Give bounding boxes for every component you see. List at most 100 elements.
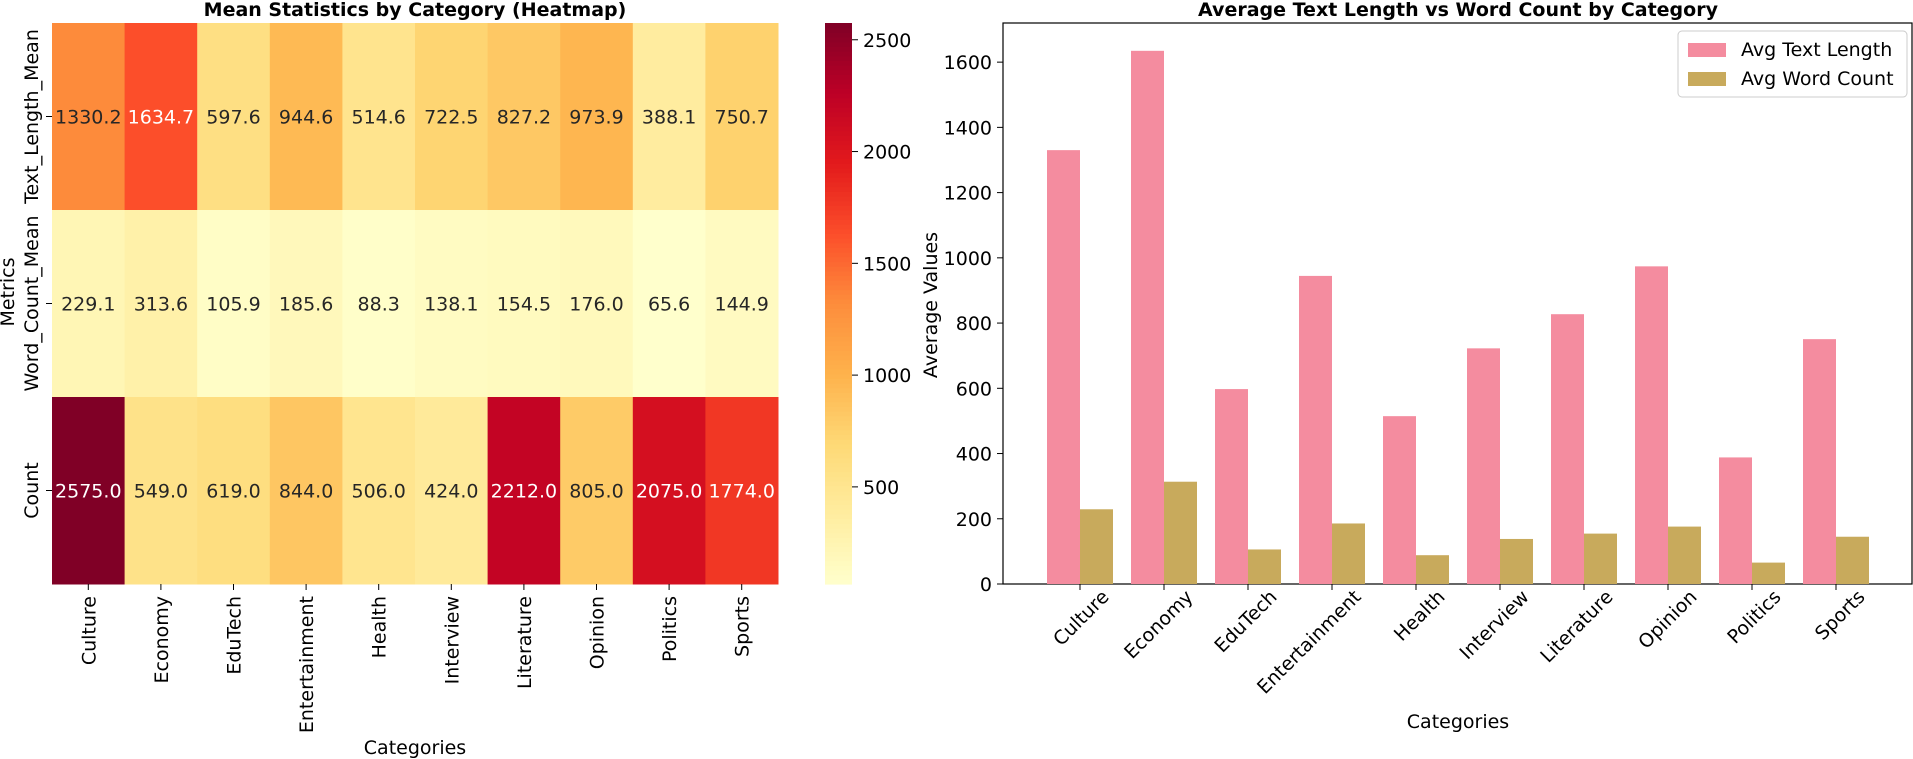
bar-x-tick-label-health: Health (1390, 586, 1450, 646)
heatmap-cell-label-word-count-mean-interview: 138.1 (424, 294, 478, 316)
colorbar-segment (825, 541, 852, 548)
colorbar-tick-label-1000: 1000 (863, 365, 911, 387)
colorbar-segment (825, 27, 852, 33)
legend-swatch-avg-word-count (1688, 72, 1726, 86)
heatmap-cell-text-length-mean-sports (705, 23, 779, 211)
colorbar-segment (825, 228, 852, 234)
heatmap-cell-text-length-mean-culture (52, 23, 126, 211)
heatmap-cell-label-count-literature: 2212.0 (491, 481, 557, 503)
colorbar-segment (825, 83, 852, 90)
bar-avg-text-length-edutech (1215, 389, 1248, 584)
colorbar-segment (825, 125, 852, 132)
heatmap-cell-label-count-edutech: 619.0 (206, 481, 260, 503)
bar-y-tick-label-200: 200 (956, 509, 992, 531)
colorbar-segment (825, 425, 852, 431)
colorbar-segment (825, 322, 852, 328)
heatmap-cell-label-text-length-mean-opinion: 973.9 (569, 107, 623, 129)
colorbar-segment (825, 382, 852, 389)
colorbar-segment (825, 79, 852, 85)
bar-y-tick-label-1200: 1200 (944, 183, 992, 205)
bar-y-tick-label-1000: 1000 (944, 248, 992, 270)
bar-y-tick-label-600: 600 (956, 378, 992, 400)
colorbar-segment (825, 242, 852, 248)
legend-label-avg-word-count: Avg Word Count (1741, 68, 1894, 90)
heatmap-cell-label-text-length-mean-sports: 750.7 (714, 107, 768, 129)
colorbar-segment (825, 303, 852, 309)
colorbar-segment (825, 312, 852, 319)
bar-avg-text-length-entertainment (1299, 275, 1332, 584)
heatmap-row-label-text-length-mean: Text_Length_Mean (21, 29, 43, 205)
heatmap-cell-label-word-count-mean-entertainment: 185.6 (279, 294, 333, 316)
heatmap-col-label-interview: Interview (441, 596, 463, 684)
colorbar-segment (825, 350, 852, 356)
bar-x-tick-label-edutech: EduTech (1210, 586, 1281, 657)
colorbar-segment (825, 153, 852, 160)
colorbar-segment (825, 280, 852, 286)
colorbar-segment (825, 214, 852, 220)
bar-chart-y-axis-label: Average Values (920, 232, 942, 378)
bar-avg-word-count-politics (1752, 562, 1785, 584)
heatmap-x-axis-label: Categories (364, 737, 466, 759)
heatmap-cell-word-count-mean-economy (124, 210, 198, 398)
colorbar-segment (825, 354, 852, 361)
colorbar-segment (825, 509, 852, 515)
bar-x-tick-label-sports: Sports (1811, 586, 1870, 645)
heatmap-row-label-word-count-mean: Word_Count_Mean (21, 215, 43, 391)
colorbar-segment (825, 359, 852, 365)
heatmap-cell-word-count-mean-opinion (560, 210, 634, 398)
heatmap-col-label-opinion: Opinion (587, 596, 609, 669)
heatmap-cell-count-opinion (560, 397, 634, 585)
heatmap-cell-word-count-mean-entertainment (269, 210, 343, 398)
colorbar-segment (825, 401, 852, 407)
colorbar-segment (825, 518, 852, 524)
bar-chart: Average Text Length vs Word Count by Cat… (920, 0, 1913, 733)
colorbar-segment (825, 275, 852, 281)
colorbar-segment (825, 195, 852, 202)
heatmap-cell-label-count-interview: 424.0 (424, 481, 478, 503)
colorbar-segment (825, 560, 852, 566)
colorbar-segment (825, 378, 852, 384)
bar-avg-text-length-economy (1131, 50, 1164, 585)
bar-avg-text-length-opinion (1635, 266, 1668, 584)
heatmap-row-labels: Text_Length_Mean Word_Count_Mean Count (21, 29, 52, 519)
colorbar-segment (825, 55, 852, 61)
heatmap-cell-label-text-length-mean-politics: 388.1 (642, 107, 696, 129)
colorbar-segment (825, 284, 852, 291)
colorbar-segment (825, 443, 852, 450)
heatmap-y-axis-label: Metrics (0, 258, 19, 327)
heatmap-cell-label-word-count-mean-opinion: 176.0 (569, 294, 623, 316)
colorbar-segment (825, 107, 852, 113)
bar-x-tick-label-economy: Economy (1120, 586, 1197, 663)
colorbar-segment (825, 172, 852, 178)
colorbar-segment (825, 495, 852, 501)
bar-y-tick-label-400: 400 (956, 444, 992, 466)
heatmap-cell-label-word-count-mean-sports: 144.9 (714, 294, 768, 316)
heatmap-cell-word-count-mean-edutech (197, 210, 271, 398)
heatmap-cell-label-text-length-mean-economy: 1634.7 (128, 107, 194, 129)
colorbar-segment (825, 256, 852, 263)
heatmap-cell-label-count-health: 506.0 (351, 481, 405, 503)
heatmap-cell-word-count-mean-politics (632, 210, 706, 398)
heatmap-col-label-edutech: EduTech (224, 596, 246, 675)
colorbar-segment (825, 476, 852, 482)
colorbar-tick-label-2000: 2000 (863, 142, 911, 164)
bar-avg-word-count-opinion (1668, 526, 1701, 584)
bar-avg-text-length-sports (1803, 339, 1836, 584)
colorbar-segment (825, 439, 852, 445)
colorbar-tick-label-2500: 2500 (863, 30, 911, 52)
heatmap-cell-label-count-politics: 2075.0 (636, 481, 702, 503)
colorbar-tick-label-1500: 1500 (863, 253, 911, 275)
heatmap-cell-label-text-length-mean-culture: 1330.2 (55, 107, 121, 129)
colorbar-segment (825, 471, 852, 478)
colorbar-segment (825, 135, 852, 141)
bar-y-tick-label-1600: 1600 (944, 52, 992, 74)
colorbar-segment (825, 504, 852, 510)
colorbar-segment (825, 555, 852, 562)
heatmap-cell-count-edutech (197, 397, 271, 585)
colorbar-segment (825, 219, 852, 225)
heatmap-cell-label-word-count-mean-economy: 313.6 (134, 294, 188, 316)
colorbar-segment (825, 121, 852, 127)
heatmap-cell-label-text-length-mean-interview: 722.5 (424, 107, 478, 129)
colorbar-segment (825, 345, 852, 351)
